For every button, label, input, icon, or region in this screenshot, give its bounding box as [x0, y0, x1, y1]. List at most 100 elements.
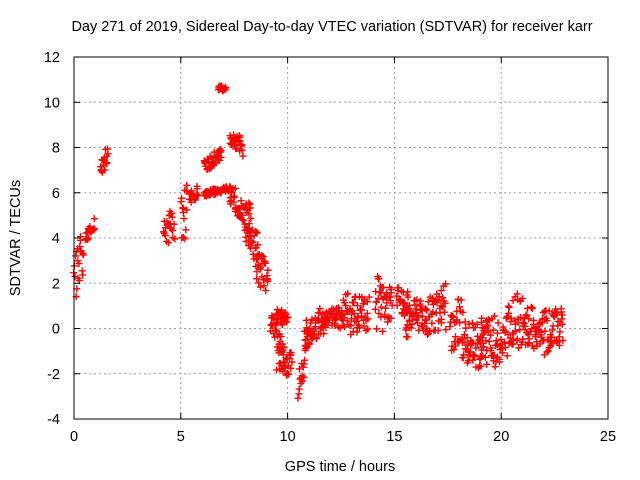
data-point [340, 314, 348, 322]
data-point [484, 321, 492, 329]
data-point [456, 319, 464, 327]
data-point [168, 213, 176, 221]
data-point [246, 204, 254, 212]
data-point [503, 352, 511, 360]
data-point [298, 377, 306, 385]
data-point [439, 303, 447, 311]
data-point [442, 280, 450, 288]
data-point [493, 329, 501, 337]
data-point [543, 348, 551, 356]
data-point [82, 229, 90, 237]
data-point [479, 343, 487, 351]
data-point [230, 192, 238, 200]
data-point [377, 303, 385, 311]
data-point [423, 306, 431, 314]
data-point [553, 309, 561, 317]
data-point [237, 197, 245, 205]
data-point [280, 358, 288, 366]
data-point [357, 305, 365, 313]
data-point [331, 321, 339, 329]
data-point [524, 340, 532, 348]
data-point [260, 282, 268, 290]
data-point [501, 343, 509, 351]
data-point [544, 347, 552, 355]
data-point [278, 321, 286, 329]
x-tick-label: 20 [493, 429, 509, 445]
data-point [554, 338, 562, 346]
data-point [283, 369, 291, 377]
data-point [350, 299, 358, 307]
data-point [528, 304, 536, 312]
data-point [382, 304, 390, 312]
data-point [363, 298, 371, 306]
data-point [238, 146, 246, 154]
data-point [452, 333, 460, 341]
data-point [393, 301, 401, 309]
data-point [222, 83, 230, 91]
data-point [295, 390, 303, 398]
data-point [257, 283, 265, 291]
data-point [512, 327, 520, 335]
data-point [484, 327, 492, 335]
data-point [245, 210, 253, 218]
data-point [342, 302, 350, 310]
data-point [428, 319, 436, 327]
data-point [299, 363, 307, 371]
data-point [459, 308, 467, 316]
data-point [481, 353, 489, 361]
data-point [450, 345, 458, 353]
data-point [541, 327, 549, 335]
data-point [253, 275, 261, 283]
data-point [264, 275, 272, 283]
data-point [558, 311, 566, 319]
data-point [394, 284, 402, 292]
data-point [350, 310, 358, 318]
data-point [306, 325, 314, 333]
data-point [543, 317, 551, 325]
x-tick-label: 5 [177, 429, 185, 445]
data-point [76, 243, 84, 251]
data-point [193, 182, 201, 190]
data-point [422, 305, 430, 313]
data-point [408, 320, 416, 328]
data-point [374, 294, 382, 302]
data-point [522, 311, 530, 319]
data-point [277, 333, 285, 341]
data-point [103, 158, 111, 166]
data-point [468, 319, 476, 327]
data-point [343, 317, 351, 325]
data-point [494, 319, 502, 327]
data-point [364, 325, 372, 333]
data-point [353, 317, 361, 325]
data-point [255, 279, 263, 287]
data-point [556, 328, 564, 336]
data-point [180, 215, 188, 223]
data-point [104, 150, 112, 158]
data-point [414, 319, 422, 327]
data-point [375, 275, 383, 283]
data-point [405, 305, 413, 313]
data-point [505, 303, 513, 311]
data-point [504, 331, 512, 339]
data-point [183, 181, 191, 189]
data-point [160, 228, 168, 236]
data-point [179, 233, 187, 241]
data-point [256, 264, 264, 272]
data-point [249, 239, 257, 247]
data-point [482, 337, 490, 345]
data-point [509, 297, 517, 305]
data-point [301, 356, 309, 364]
data-point [311, 323, 319, 331]
data-point [418, 312, 426, 320]
data-point [465, 320, 473, 328]
data-point [505, 309, 513, 317]
data-point [171, 235, 179, 243]
data-point [322, 323, 330, 331]
data-point [181, 235, 189, 243]
data-point [404, 333, 412, 341]
data-point [548, 326, 556, 334]
data-point [460, 351, 468, 359]
data-point [498, 349, 506, 357]
data-point [341, 323, 349, 331]
data-point [245, 199, 253, 207]
